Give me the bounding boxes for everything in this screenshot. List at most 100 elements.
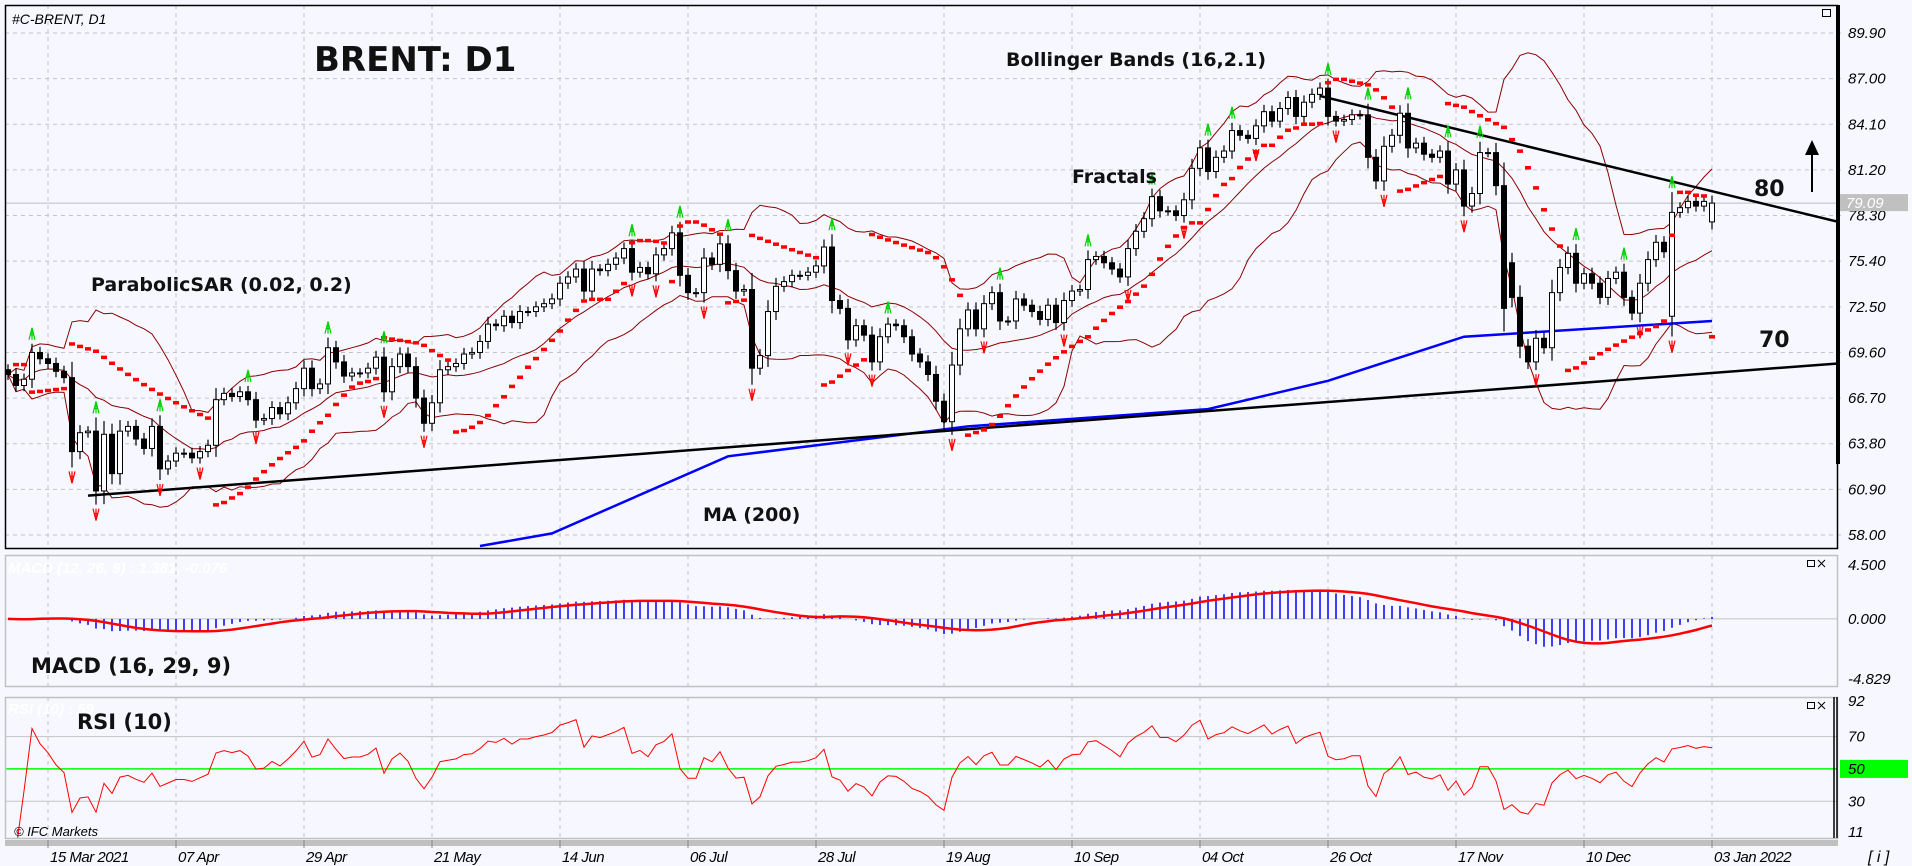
candle[interactable] xyxy=(605,258,611,277)
candle[interactable] xyxy=(1245,130,1251,144)
candle[interactable] xyxy=(1453,163,1459,191)
candle[interactable] xyxy=(1117,263,1123,283)
candle[interactable] xyxy=(1053,297,1059,330)
candle[interactable] xyxy=(309,360,315,397)
candle[interactable] xyxy=(1405,103,1411,158)
candle[interactable] xyxy=(101,421,107,505)
candle[interactable] xyxy=(1085,250,1091,299)
candle[interactable] xyxy=(701,248,707,303)
rsi-panel[interactable] xyxy=(5,718,1838,850)
candle[interactable] xyxy=(1261,104,1267,133)
maximize-icon[interactable] xyxy=(1807,560,1815,567)
candle[interactable] xyxy=(349,367,355,382)
candle[interactable] xyxy=(1525,339,1531,369)
candle[interactable] xyxy=(1013,290,1019,330)
candle[interactable] xyxy=(1597,276,1603,305)
candle[interactable] xyxy=(237,386,243,402)
candle[interactable] xyxy=(1229,122,1235,159)
candle[interactable] xyxy=(1157,189,1163,218)
candle[interactable] xyxy=(1277,101,1283,128)
candle[interactable] xyxy=(1333,110,1339,127)
candle[interactable] xyxy=(277,401,283,420)
candle[interactable] xyxy=(1477,141,1483,205)
candle[interactable] xyxy=(813,260,819,278)
candle[interactable] xyxy=(709,252,715,270)
candle[interactable] xyxy=(565,271,571,289)
candle[interactable] xyxy=(93,417,99,505)
candle[interactable] xyxy=(1397,105,1403,144)
candle[interactable] xyxy=(1213,150,1219,179)
candle[interactable] xyxy=(1485,147,1491,158)
candle[interactable] xyxy=(837,294,843,315)
candle[interactable] xyxy=(845,298,851,350)
candle[interactable] xyxy=(1317,82,1323,101)
candle[interactable] xyxy=(1365,103,1371,169)
price-panel[interactable] xyxy=(5,52,1839,548)
candle[interactable] xyxy=(501,310,507,332)
candle[interactable] xyxy=(589,261,595,300)
candle[interactable] xyxy=(1205,139,1211,180)
candle[interactable] xyxy=(877,328,883,371)
candle[interactable] xyxy=(421,389,427,432)
candle[interactable] xyxy=(381,347,387,402)
candle[interactable] xyxy=(805,267,811,281)
candle[interactable] xyxy=(869,326,875,371)
candle[interactable] xyxy=(1661,236,1667,258)
candle[interactable] xyxy=(613,252,619,270)
candle[interactable] xyxy=(133,419,139,446)
candle[interactable] xyxy=(485,316,491,349)
candle[interactable] xyxy=(1549,279,1555,361)
candle[interactable] xyxy=(525,306,531,317)
candle[interactable] xyxy=(1573,244,1579,293)
candle[interactable] xyxy=(1701,195,1707,212)
candle[interactable] xyxy=(557,276,563,307)
candle[interactable] xyxy=(821,239,827,274)
candle[interactable] xyxy=(941,393,947,430)
candle[interactable] xyxy=(1373,149,1379,190)
candle[interactable] xyxy=(165,455,171,475)
candle[interactable] xyxy=(1029,299,1035,318)
candle[interactable] xyxy=(1557,258,1563,302)
candle[interactable] xyxy=(653,247,659,282)
candle[interactable] xyxy=(1501,162,1507,332)
candle[interactable] xyxy=(597,264,603,276)
candle[interactable] xyxy=(1221,145,1227,163)
candle[interactable] xyxy=(669,225,675,256)
candle[interactable] xyxy=(429,395,435,432)
candle[interactable] xyxy=(221,387,227,406)
candle[interactable] xyxy=(1237,125,1243,141)
candle[interactable] xyxy=(405,347,411,374)
candle[interactable] xyxy=(1149,188,1155,227)
close-icon[interactable] xyxy=(1817,701,1826,710)
candle[interactable] xyxy=(1637,274,1643,323)
candle[interactable] xyxy=(1141,212,1147,238)
candle[interactable] xyxy=(125,420,131,437)
candle[interactable] xyxy=(829,234,835,314)
candle[interactable] xyxy=(1565,246,1571,275)
candle[interactable] xyxy=(997,283,1003,330)
candle[interactable] xyxy=(933,365,939,410)
candle[interactable] xyxy=(533,301,539,317)
candle[interactable] xyxy=(77,425,83,460)
candle[interactable] xyxy=(549,293,555,310)
candle[interactable] xyxy=(1709,195,1715,230)
close-icon[interactable] xyxy=(1817,559,1826,568)
candle[interactable] xyxy=(645,261,651,280)
candle[interactable] xyxy=(1413,137,1419,154)
candle[interactable] xyxy=(1197,140,1203,177)
candle[interactable] xyxy=(413,357,419,408)
candle[interactable] xyxy=(1693,195,1699,212)
candle[interactable] xyxy=(1285,91,1291,115)
candle[interactable] xyxy=(69,361,75,468)
candle[interactable] xyxy=(397,347,403,374)
candle[interactable] xyxy=(1469,186,1475,213)
candle[interactable] xyxy=(469,347,475,359)
candle[interactable] xyxy=(1253,119,1259,146)
candle[interactable] xyxy=(45,353,51,369)
candle[interactable] xyxy=(189,447,195,464)
candle[interactable] xyxy=(1629,290,1635,321)
candle[interactable] xyxy=(1093,251,1099,265)
candle[interactable] xyxy=(1605,270,1611,305)
candle[interactable] xyxy=(1293,89,1299,124)
candle[interactable] xyxy=(797,270,803,281)
